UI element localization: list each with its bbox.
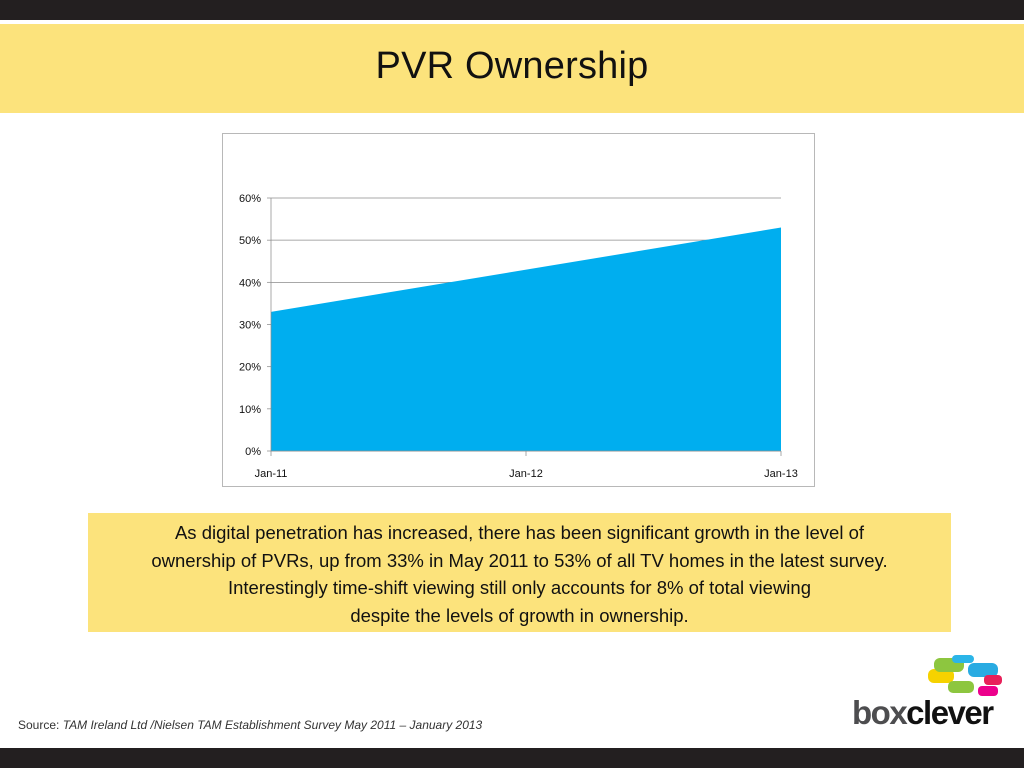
bottom-border-bar [0,748,1024,768]
source-text: TAM Ireland Ltd /Nielsen TAM Establishme… [62,718,483,732]
logo-word-box: box [852,694,908,731]
summary-line-3: Interestingly time-shift viewing still o… [227,577,811,598]
x-tick-label: Jan-11 [255,468,288,480]
x-tick-label: Jan-13 [764,468,798,480]
logo-word-clever: clever [906,694,994,731]
y-tick-label: 10% [239,404,261,416]
title-band: PVR Ownership [0,24,1024,113]
chart-canvas: 0% 10% 20% 30% 40% 50% 60% Jan-11 Jan-12 Jan-13 [239,193,798,480]
source-label: Source: [18,718,60,732]
boxclever-logo: boxclever [852,655,1012,735]
y-tick-label: 50% [239,235,261,247]
area-series [271,227,781,451]
source-note: Source: TAM Ireland Ltd /Nielsen TAM Est… [18,718,482,732]
y-tick-label: 0% [245,446,261,458]
slide-title: PVR Ownership [375,45,649,87]
y-tick-label: 20% [239,362,261,374]
logo-wordmark: boxclever [852,694,994,731]
top-border-bar [0,0,1024,20]
area-chart: 0% 10% 20% 30% 40% 50% 60% Jan-11 Jan-12 Jan-13 [222,133,815,487]
speech-bubbles-icon [928,655,1002,696]
summary-box: As digital penetration has increased, th… [88,513,951,632]
y-tick-label: 40% [239,277,261,289]
y-tick-label: 30% [239,320,261,332]
summary-line-1: As digital penetration has increased, th… [174,522,865,543]
x-tick-label: Jan-12 [509,468,543,480]
y-tick-label: 60% [239,193,261,205]
summary-line-2: ownership of PVRs, up from 33% in May 20… [151,549,888,571]
summary-line-4: despite the levels of growth in ownershi… [350,604,689,626]
